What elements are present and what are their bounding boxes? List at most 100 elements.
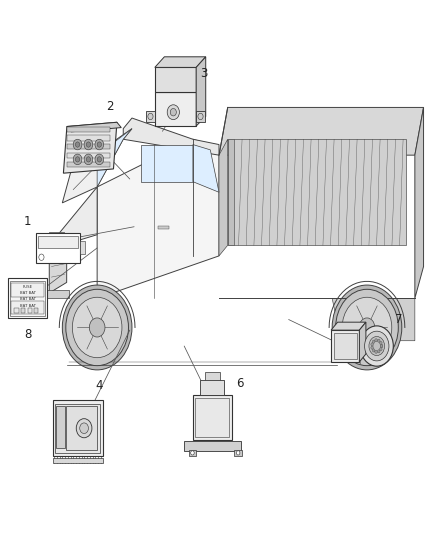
- Circle shape: [39, 254, 44, 261]
- Bar: [36, 233, 80, 263]
- Polygon shape: [97, 139, 219, 298]
- Bar: [67, 406, 97, 450]
- Polygon shape: [67, 122, 121, 132]
- Circle shape: [372, 340, 375, 343]
- Polygon shape: [219, 139, 228, 256]
- Circle shape: [80, 423, 88, 433]
- Circle shape: [332, 285, 402, 370]
- Circle shape: [359, 318, 375, 337]
- Bar: [155, 67, 196, 92]
- Bar: [205, 372, 220, 380]
- Circle shape: [148, 114, 153, 119]
- Polygon shape: [415, 108, 424, 298]
- Text: 3: 3: [200, 67, 208, 80]
- Text: FUSE: FUSE: [22, 285, 32, 289]
- Bar: [8, 278, 47, 318]
- Text: BAT BAT: BAT BAT: [20, 297, 35, 301]
- Bar: [195, 398, 230, 437]
- Circle shape: [191, 451, 194, 455]
- Polygon shape: [359, 322, 366, 362]
- Bar: [67, 126, 110, 132]
- Circle shape: [75, 142, 80, 147]
- Bar: [67, 153, 110, 158]
- Polygon shape: [196, 57, 206, 126]
- Polygon shape: [49, 187, 97, 245]
- Bar: [80, 241, 85, 254]
- Polygon shape: [64, 122, 117, 173]
- Circle shape: [72, 297, 122, 358]
- Bar: [21, 308, 25, 313]
- Circle shape: [360, 326, 393, 366]
- Text: 4: 4: [96, 379, 103, 392]
- Circle shape: [375, 338, 378, 342]
- Bar: [49, 231, 64, 240]
- Polygon shape: [49, 235, 67, 293]
- Polygon shape: [196, 111, 205, 122]
- Circle shape: [66, 289, 128, 366]
- Text: 7: 7: [396, 313, 403, 326]
- Circle shape: [371, 343, 374, 346]
- Bar: [14, 308, 19, 313]
- Polygon shape: [219, 108, 424, 155]
- Circle shape: [198, 114, 203, 119]
- Polygon shape: [141, 144, 193, 182]
- Bar: [184, 441, 241, 451]
- Text: 8: 8: [24, 328, 31, 341]
- Bar: [334, 333, 357, 359]
- Circle shape: [237, 451, 240, 455]
- Circle shape: [380, 344, 383, 348]
- Bar: [193, 395, 232, 440]
- Bar: [67, 161, 110, 167]
- Circle shape: [97, 142, 102, 147]
- Bar: [53, 400, 102, 456]
- Circle shape: [76, 419, 92, 438]
- Circle shape: [86, 157, 91, 162]
- Circle shape: [378, 339, 380, 342]
- Bar: [53, 458, 102, 464]
- Circle shape: [84, 154, 93, 165]
- Polygon shape: [97, 128, 132, 187]
- Polygon shape: [228, 139, 406, 245]
- Circle shape: [62, 285, 132, 370]
- Circle shape: [371, 346, 374, 349]
- Circle shape: [167, 105, 180, 119]
- Circle shape: [95, 154, 104, 165]
- Circle shape: [379, 341, 382, 344]
- Bar: [47, 290, 69, 298]
- Circle shape: [372, 349, 375, 352]
- Circle shape: [86, 142, 91, 147]
- Bar: [56, 406, 65, 448]
- Polygon shape: [123, 118, 219, 155]
- Text: BAT BAT: BAT BAT: [20, 304, 35, 308]
- Bar: [10, 281, 45, 316]
- Polygon shape: [332, 298, 415, 341]
- Bar: [155, 92, 196, 126]
- Circle shape: [170, 109, 177, 116]
- Circle shape: [364, 331, 389, 361]
- Bar: [39, 236, 78, 248]
- Polygon shape: [155, 57, 206, 67]
- Bar: [67, 144, 110, 149]
- Circle shape: [380, 344, 383, 348]
- Bar: [11, 301, 44, 314]
- Circle shape: [89, 318, 105, 337]
- Bar: [331, 330, 359, 362]
- Bar: [234, 450, 242, 456]
- Text: BAT BAT: BAT BAT: [20, 291, 35, 295]
- Bar: [158, 226, 169, 229]
- Circle shape: [336, 289, 398, 366]
- Bar: [34, 308, 39, 313]
- Text: 1: 1: [24, 215, 31, 228]
- Circle shape: [73, 139, 82, 150]
- Circle shape: [97, 157, 102, 162]
- Text: 6: 6: [237, 377, 244, 390]
- Bar: [55, 403, 100, 453]
- Polygon shape: [193, 144, 219, 192]
- Circle shape: [75, 157, 80, 162]
- Bar: [67, 135, 110, 141]
- Circle shape: [95, 139, 104, 150]
- Circle shape: [84, 139, 93, 150]
- Bar: [188, 450, 196, 456]
- Circle shape: [379, 348, 382, 351]
- Polygon shape: [146, 111, 155, 122]
